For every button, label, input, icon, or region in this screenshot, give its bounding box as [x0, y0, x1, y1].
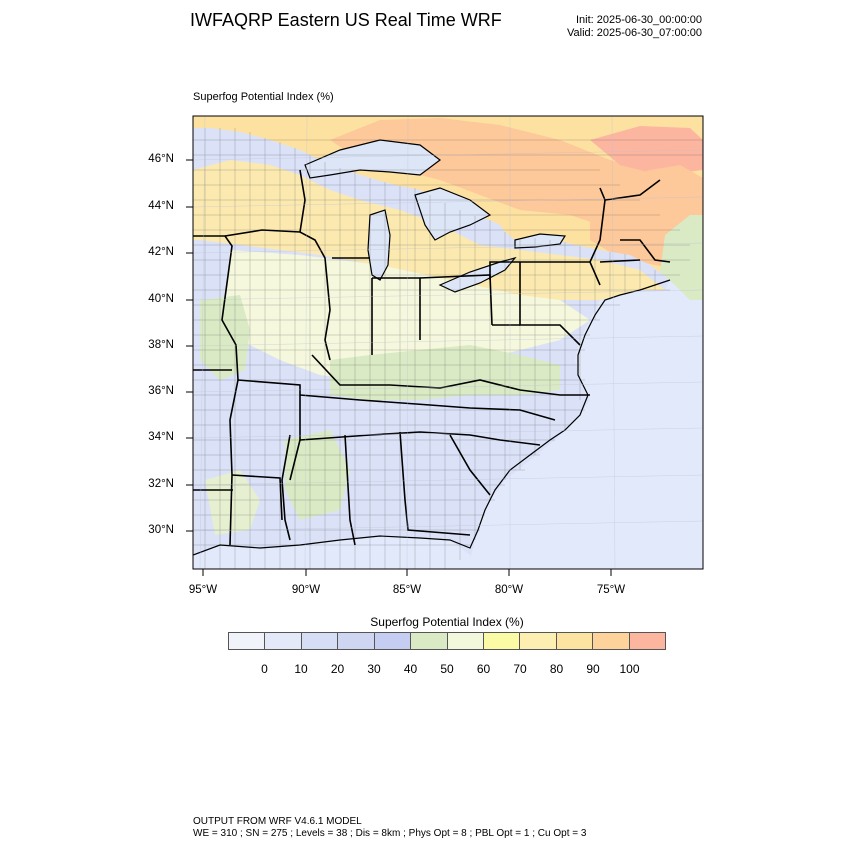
colorbar-box	[483, 633, 521, 649]
lon-label: 80°W	[494, 584, 524, 596]
coastline	[193, 279, 671, 556]
lon-label: 90°W	[291, 584, 321, 596]
colorbar-box	[629, 633, 666, 649]
colorbar-box	[374, 633, 412, 649]
lon-label: 75°W	[596, 584, 626, 596]
lat-label: 46°N	[148, 153, 174, 165]
lat-label: 44°N	[148, 200, 174, 212]
colorbar-tick-label: 80	[549, 662, 564, 676]
lake-ontario	[514, 233, 567, 249]
colorbar-tick-label: 30	[367, 662, 381, 676]
colorbar	[228, 632, 666, 650]
map-content	[193, 116, 703, 569]
colorbar-box	[265, 633, 302, 649]
axis-ticks	[186, 159, 612, 576]
colorbar-tick-label: 10	[294, 662, 308, 676]
lat-label: 38°N	[148, 339, 174, 351]
colorbar-box	[301, 633, 339, 649]
model-info-line2: WE = 310 ; SN = 275 ; Levels = 38 ; Dis …	[193, 828, 587, 839]
lat-label: 30°N	[148, 524, 174, 536]
louisiana-moderate-region	[205, 470, 260, 535]
colorbar-box	[338, 633, 375, 649]
colorbar-box	[520, 633, 557, 649]
mississippi-moderate-region	[285, 430, 350, 520]
colorbar-tick-label: 90	[586, 662, 600, 676]
init-time-label: Init: 2025-06-30_00:00:00	[576, 14, 702, 26]
colorbar-tick-label: 60	[476, 662, 491, 676]
coastal-moderate-region	[660, 215, 703, 300]
lat-label: 40°N	[148, 293, 174, 305]
state-borders	[193, 169, 671, 546]
colorbar-tick-label: 50	[440, 662, 454, 676]
very-high-index-region	[590, 126, 703, 175]
lat-label: 36°N	[148, 385, 174, 397]
lat-label: 34°N	[148, 431, 174, 443]
colorbar-box	[556, 633, 594, 649]
colorbar-tick-label: 0	[261, 662, 268, 676]
page-title: IWFAQRP Eastern US Real Time WRF	[190, 10, 502, 30]
lat-label: 32°N	[148, 478, 174, 490]
county-lines	[193, 128, 703, 569]
lake-superior	[304, 139, 441, 179]
colorbar-box	[411, 633, 448, 649]
gulf-of-mexico	[193, 536, 475, 569]
valid-time-label: Valid: 2025-06-30_07:00:00	[567, 27, 702, 39]
colorbar-tick-label: 100	[619, 662, 640, 676]
map-frame	[192, 115, 704, 570]
lon-label: 85°W	[392, 584, 422, 596]
colorbar-box	[447, 633, 484, 649]
colorbar-box	[229, 633, 266, 649]
lon-label: 95°W	[188, 584, 218, 596]
colorbar-box	[593, 633, 630, 649]
model-info-line1: OUTPUT FROM WRF V4.6.1 MODEL	[193, 816, 362, 827]
missouri-moderate-region	[200, 295, 250, 380]
colorbar-title: Superfog Potential Index (%)	[370, 615, 524, 629]
colorbar-tick-label: 70	[513, 662, 527, 676]
lat-label: 42°N	[148, 246, 174, 258]
map-field-label: Superfog Potential Index (%)	[193, 91, 334, 103]
colorbar-tick-label: 40	[403, 662, 418, 676]
colorbar-tick-label: 20	[330, 662, 345, 676]
graticule	[193, 116, 703, 569]
